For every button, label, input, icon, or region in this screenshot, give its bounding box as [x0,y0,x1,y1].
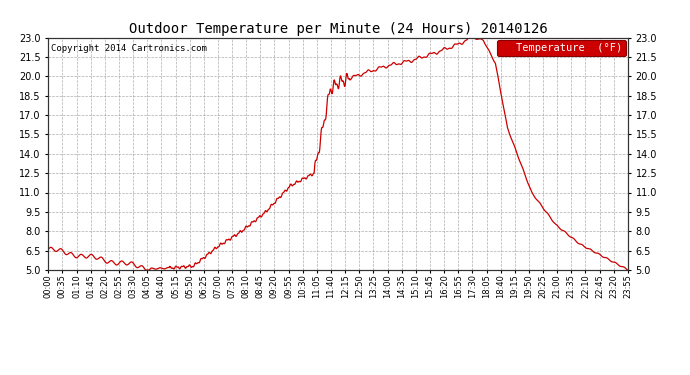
Text: Copyright 2014 Cartronics.com: Copyright 2014 Cartronics.com [51,45,207,54]
Title: Outdoor Temperature per Minute (24 Hours) 20140126: Outdoor Temperature per Minute (24 Hours… [129,22,547,36]
Legend: Temperature  (°F): Temperature (°F) [497,40,626,56]
